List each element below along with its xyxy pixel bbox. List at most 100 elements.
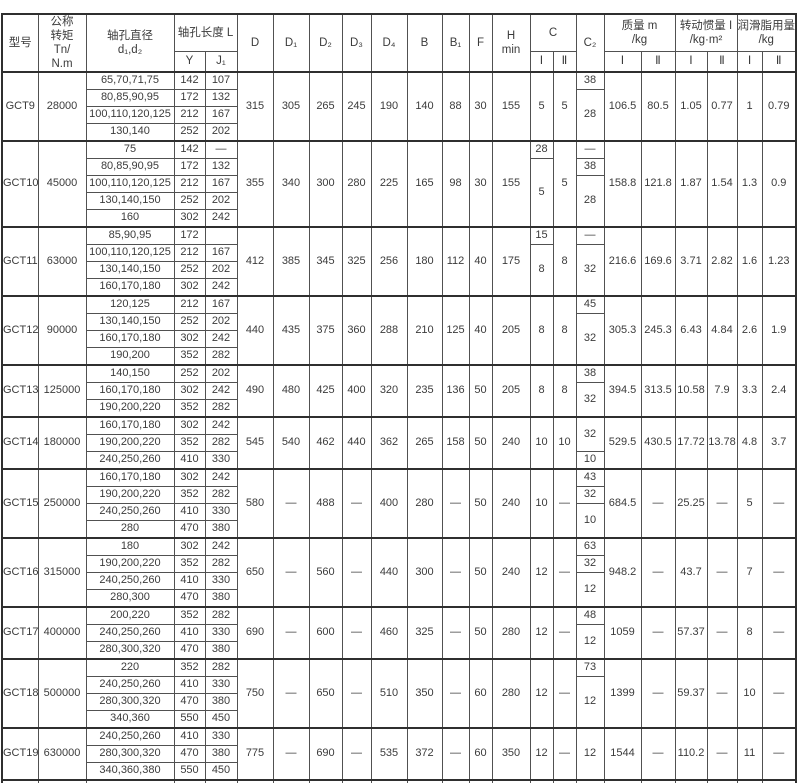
cell-c-i: 10	[529, 416, 554, 470]
cell-c-i: 5	[529, 71, 554, 142]
cell-grease-i: 1.6	[736, 226, 763, 297]
cell-length-j1: 242	[204, 278, 238, 297]
col-header-bore: 轴孔直径 d₁,d₂	[85, 13, 175, 73]
cell-inertia-ii: —	[706, 727, 738, 781]
cell-grease-i: 2.6	[736, 295, 763, 366]
cell-f: 50	[468, 537, 493, 608]
table-row: 160,170,180 302 242	[2, 278, 796, 297]
cell-length-y: 352	[173, 486, 206, 505]
cell-model: GCT15	[1, 468, 39, 539]
block-gct18: GCT18 500000 220 352 282 750—650—510 350—60 280…	[1, 658, 797, 729]
cell-hmin: 240	[491, 468, 531, 539]
cell-mass-ii: —	[640, 658, 676, 729]
cell-length-y: 212	[173, 244, 206, 263]
cell-length-j1: 242	[204, 382, 238, 401]
block-gct10: GCT10 45000 75 142—355 340 300 280 225 165 98 30 15…	[1, 140, 797, 228]
cell-d: 580	[236, 468, 274, 539]
cell-c2: 38	[575, 71, 605, 91]
cell-torque: 125000	[37, 364, 87, 418]
cell-bore-diameter: 160,170,180	[85, 468, 175, 488]
cell-f: 50	[468, 416, 493, 470]
cell-d4: 400	[370, 468, 408, 539]
cell-length-j1: 202	[204, 123, 238, 142]
cell-c-ii: —	[552, 606, 577, 660]
cell-grease-i: 5	[736, 468, 763, 539]
cell-c-ii: —	[552, 537, 577, 608]
cell-bore-diameter: 240,250,260	[85, 727, 175, 747]
cell-grease-i: 8	[736, 606, 763, 660]
table-row: 160,170,180 302 242	[2, 330, 796, 349]
col-header-c2: C₂	[575, 13, 605, 73]
cell-length-j1: 242	[204, 468, 238, 488]
cell-length-y: 172	[173, 158, 206, 177]
cell-d3: —	[341, 606, 372, 660]
table-row: 190,200,220 352 282	[2, 399, 796, 418]
cell-length-j1: 242	[204, 330, 238, 349]
table-row: GCT11 63000 85,90,95 172 412 385 345 325 256 180 1…	[1, 226, 797, 297]
cell-b: 180	[406, 226, 443, 297]
cell-bore-diameter: 280,300,320	[85, 693, 175, 712]
cell-length-j1: 450	[204, 710, 238, 729]
cell-length-j1: 202	[204, 313, 238, 332]
col-header-y: Y	[173, 50, 206, 73]
block-gct19: GCT19 630000 240,250,260 410 330 775—690—535 3…	[1, 727, 797, 781]
cell-inertia-ii: 7.9	[706, 364, 738, 418]
cell-length-y: 550	[173, 762, 206, 781]
cell-c-i: 15	[529, 226, 554, 246]
cell-c-i: 8	[529, 244, 554, 297]
cell-mass-ii: 80.5	[640, 71, 676, 142]
cell-d3: —	[341, 727, 372, 781]
cell-length-y: 410	[173, 503, 206, 522]
cell-c-ii: 8	[552, 226, 577, 297]
cell-grease-i: 4.8	[736, 416, 763, 470]
cell-d3: —	[341, 658, 372, 729]
cell-d2: 600	[308, 606, 343, 660]
cell-length-j1: 330	[204, 676, 238, 695]
cell-length-y: 302	[173, 330, 206, 349]
cell-length-y: 302	[173, 382, 206, 401]
col-header-hmin: H min	[491, 13, 531, 73]
cell-f: 60	[468, 658, 493, 729]
cell-c2: 12	[575, 572, 605, 608]
cell-model: GCT19	[1, 727, 39, 781]
cell-inertia-i: 17.72	[674, 416, 708, 470]
cell-grease-ii: —	[761, 606, 797, 660]
cell-bore-diameter: 100,110,120,125	[85, 244, 175, 263]
cell-length-j1: 282	[204, 399, 238, 418]
block-gct14: GCT14 180000 160,170,180 302 242 545 540 462 440…	[1, 416, 797, 470]
cell-length-j1: 282	[204, 347, 238, 366]
cell-length-y: 252	[173, 313, 206, 332]
cell-grease-ii: 2.4	[761, 364, 797, 418]
cell-bore-diameter: 160,170,180	[85, 330, 175, 349]
cell-inertia-ii: —	[706, 468, 738, 539]
table-row-partial	[1, 779, 797, 783]
cell-f: 30	[468, 140, 493, 228]
cell-length-y: 410	[173, 676, 206, 695]
cell-length-j1: 380	[204, 745, 238, 764]
cell-bore-diameter: 120,125	[85, 295, 175, 315]
cell-d1: —	[272, 727, 310, 781]
block-gct15: GCT15 250000 160,170,180 302 242 580—488—400 2…	[1, 468, 797, 539]
cell-inertia-ii: —	[706, 606, 738, 660]
cell-bore-diameter: 200,220	[85, 606, 175, 626]
cell-c2: 12	[575, 624, 605, 660]
cell-torque: 250000	[37, 468, 87, 539]
cell-b: 235	[406, 364, 443, 418]
cell-c-i: 12	[529, 658, 554, 729]
cell-d4: 190	[370, 71, 408, 142]
table-row: 280,300,320 470 380	[2, 745, 796, 764]
cell-d1: —	[272, 606, 310, 660]
cell-length-j1: 242	[204, 416, 238, 436]
cell-inertia-i: 110.2	[674, 727, 708, 781]
cell-d1: 340	[272, 140, 310, 228]
cell-length-j1: 330	[204, 451, 238, 470]
cell-length-y: 212	[173, 106, 206, 125]
cell-d1: —	[272, 537, 310, 608]
cell-bore-diameter: 100,110,120,125	[85, 175, 175, 194]
cell-inertia-ii: —	[706, 658, 738, 729]
cell-model: GCT10	[1, 140, 39, 228]
cell-length-j1: 107	[204, 71, 238, 91]
cell-length-j1: 282	[204, 658, 238, 678]
cell-length-y: 410	[173, 572, 206, 591]
cell-length-y: 142	[173, 71, 206, 91]
